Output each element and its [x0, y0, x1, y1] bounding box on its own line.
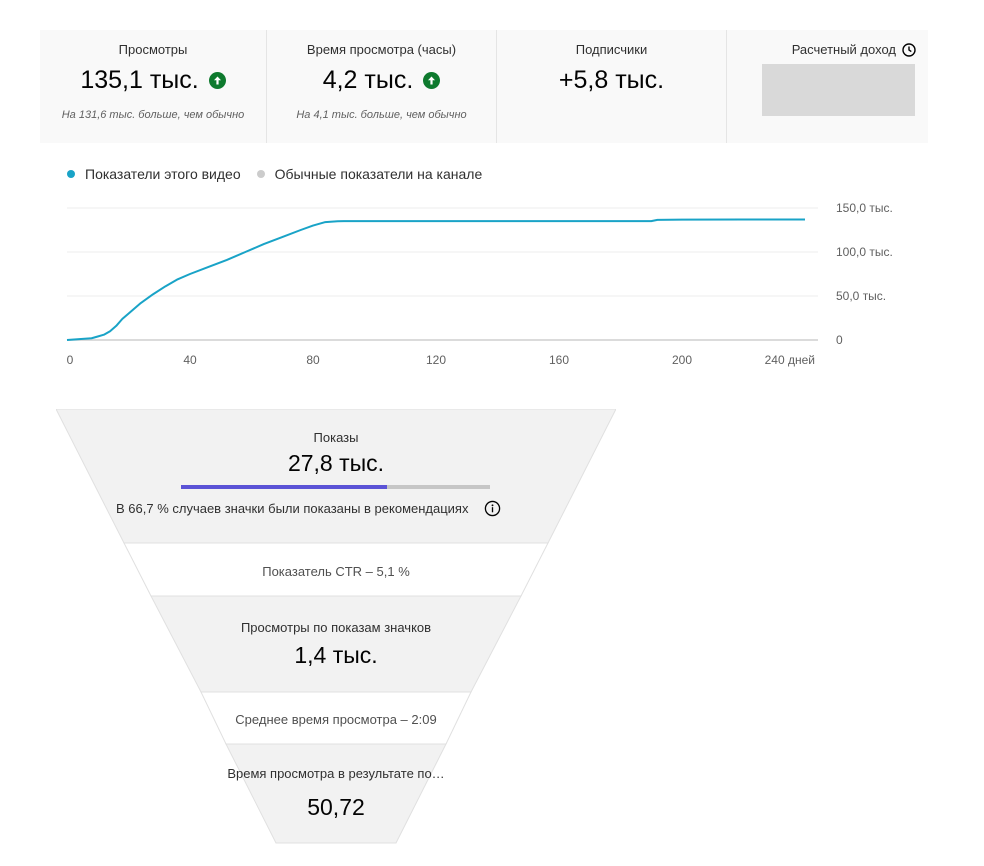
impressions-bar [181, 485, 490, 489]
impressions-label: Показы [313, 430, 359, 445]
legend-this-video-label: Показатели этого видео [85, 166, 241, 182]
avg-view-duration-text: Среднее время просмотра – 2:09 [235, 712, 437, 727]
views-line-chart: 0 50,0 тыс. 100,0 тыс. 150,0 тыс. 0 40 80 120 16… [66, 201, 893, 367]
arrow-up-circle-icon [423, 72, 441, 89]
subscribers-title: Подписчики [575, 42, 648, 57]
legend-typical[interactable]: Обычные показатели на канале [256, 166, 483, 182]
y-tick-label: 150,0 тыс. [836, 201, 893, 215]
watch-time-card[interactable]: Время просмотра (часы) 4,2 тыс. На 4,1 т… [266, 30, 496, 143]
revenue-card[interactable]: Расчетный доход [726, 30, 928, 143]
x-tick-label: 40 [183, 353, 197, 367]
watch-time-title: Время просмотра (часы) [306, 42, 457, 57]
watch-time-result-label: Время просмотра в результате по… [227, 766, 445, 781]
chart-legend: Показатели этого видео Обычные показател… [67, 166, 498, 182]
y-tick-label: 100,0 тыс. [836, 245, 893, 259]
clock-icon [902, 42, 916, 57]
x-tick-label: 160 [549, 353, 569, 367]
watch-time-result-value: 50,72 [307, 794, 365, 820]
x-tick-label: 240 дней [765, 353, 815, 367]
views-title: Просмотры [118, 42, 188, 57]
funnel [56, 409, 616, 844]
recommendations-text: В 66,7 % случаев значки были показаны в … [116, 501, 469, 516]
watch-time-note: На 4,1 тыс. больше, чем обычно [296, 109, 467, 121]
redacted-revenue [762, 64, 915, 116]
impressions-value: 27,8 тыс. [287, 450, 385, 476]
info-icon[interactable] [484, 500, 501, 517]
revenue-title-row: Расчетный доход [792, 42, 916, 57]
watch-time-value-row: 4,2 тыс. [267, 66, 496, 95]
views-value: 135,1 тыс. [80, 66, 199, 94]
views-card[interactable]: Просмотры 135,1 тыс. На 131,6 тыс. больш… [40, 30, 266, 143]
impressions-bar-fill [181, 485, 388, 489]
recommendations-row: В 66,7 % случаев значки были показаны в … [116, 500, 501, 517]
series-line-this-video [66, 218, 806, 341]
ctr-text: Показатель CTR – 5,1 % [262, 564, 410, 579]
metric-cards: Просмотры 135,1 тыс. На 131,6 тыс. больш… [40, 30, 928, 143]
x-tick-label: 120 [426, 353, 446, 367]
revenue-title: Расчетный доход [791, 42, 896, 57]
legend-dot-typical [256, 170, 265, 178]
watch-time-value: 4,2 тыс. [322, 66, 414, 94]
subscribers-value-row: +5,8 тыс. [497, 66, 726, 95]
views-from-impressions-value: 1,4 тыс. [294, 642, 378, 668]
x-tick-label: 80 [306, 353, 320, 367]
x-tick-label: 0 [67, 353, 74, 367]
x-tick-label: 200 [672, 353, 692, 367]
y-tick-label: 50,0 тыс. [836, 289, 886, 303]
subscribers-card[interactable]: Подписчики +5,8 тыс. [496, 30, 726, 143]
legend-typical-label: Обычные показатели на канале [274, 166, 483, 182]
views-from-impressions-label: Просмотры по показам значков [240, 620, 432, 635]
views-value-row: 135,1 тыс. [40, 66, 266, 95]
legend-this-video[interactable]: Показатели этого видео [67, 166, 241, 182]
subscribers-value: +5,8 тыс. [558, 66, 665, 94]
views-note: На 131,6 тыс. больше, чем обычно [61, 109, 245, 121]
arrow-up-circle-icon [208, 72, 226, 89]
legend-dot-this-video [67, 170, 75, 178]
funnel-band-watch-time [225, 743, 447, 844]
y-tick-label: 0 [836, 333, 843, 347]
